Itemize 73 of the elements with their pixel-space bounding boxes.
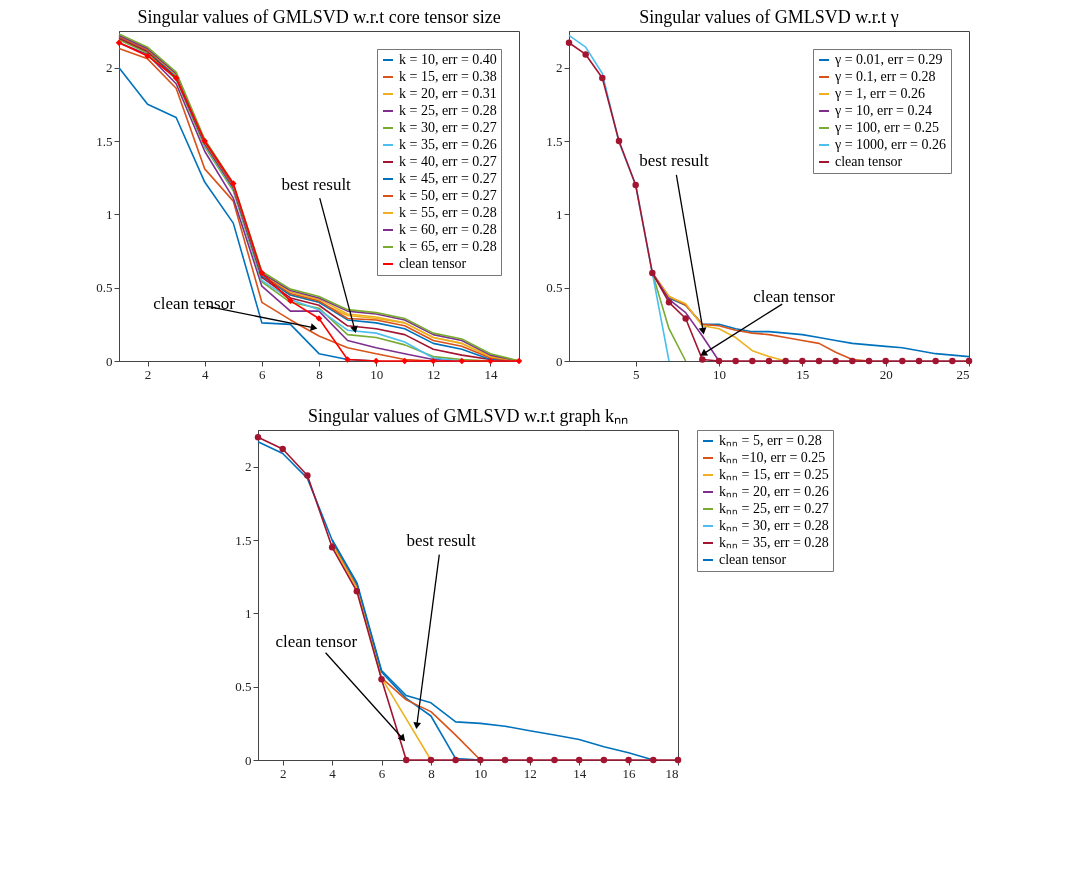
- y-tick-label: 0: [106, 353, 113, 369]
- annotation: best result: [406, 530, 477, 550]
- x-tick-label: 20: [879, 366, 893, 382]
- x-tick-label: 16: [622, 765, 637, 781]
- y-tick-label: 2: [245, 459, 252, 475]
- legend-label: k = 55, err = 0.28: [399, 205, 497, 220]
- x-tick-label: 14: [484, 366, 498, 382]
- legend-label: γ = 1, err = 0.26: [834, 86, 926, 101]
- x-tick-label: 4: [329, 765, 337, 781]
- annotation: clean tensor: [153, 293, 236, 313]
- x-tick-label: 25: [956, 366, 970, 382]
- legend-label: γ = 1000, err = 0.26: [834, 137, 947, 152]
- y-tick-label: 0.5: [96, 280, 113, 296]
- y-tick-label: 0: [245, 752, 252, 768]
- legend-label: k = 25, err = 0.28: [399, 103, 497, 118]
- x-tick-label: 2: [279, 765, 287, 781]
- x-tick-label: 12: [523, 765, 537, 781]
- annotation: clean tensor: [275, 632, 358, 652]
- legend-label: kₙₙ = 20, err = 0.26: [719, 484, 829, 499]
- x-tick-label: 18: [665, 765, 679, 781]
- x-tick-label: 12: [427, 366, 441, 382]
- legend-label: kₙₙ = 25, err = 0.27: [719, 501, 829, 516]
- legend-label: kₙₙ = 5, err = 0.28: [719, 433, 822, 448]
- y-tick-label: 1.5: [546, 133, 563, 149]
- legend-label: kₙₙ =10, err = 0.25: [719, 450, 826, 465]
- x-tick-label: 6: [378, 765, 386, 781]
- legend-label: kₙₙ = 15, err = 0.25: [719, 467, 829, 482]
- x-tick-label: 8: [428, 765, 435, 781]
- legend-label: clean tensor: [835, 154, 903, 169]
- x-tick-label: 8: [316, 366, 323, 382]
- legend-label: γ = 100, err = 0.25: [834, 120, 940, 135]
- y-tick-label: 0.5: [546, 280, 563, 296]
- legend-label: k = 35, err = 0.26: [399, 137, 497, 152]
- legend-label: γ = 0.01, err = 0.29: [834, 52, 943, 67]
- x-tick-label: 14: [573, 765, 587, 781]
- annotation: clean tensor: [753, 286, 836, 306]
- x-tick-label: 10: [370, 366, 384, 382]
- y-tick-label: 2: [556, 60, 563, 76]
- x-tick-label: 5: [632, 366, 640, 382]
- x-tick-label: 2: [144, 366, 152, 382]
- chart-title: Singular values of GMLSVD w.r.t γ: [639, 7, 899, 27]
- y-tick-label: 0: [556, 353, 563, 369]
- y-tick-label: 0.5: [235, 679, 252, 695]
- legend-label: clean tensor: [719, 552, 787, 567]
- legend-label: k = 50, err = 0.27: [399, 188, 497, 203]
- legend-label: k = 60, err = 0.28: [399, 222, 497, 237]
- x-tick-label: 10: [713, 366, 726, 382]
- y-tick-label: 1: [245, 605, 252, 621]
- chart-title: Singular values of GMLSVD w.r.t graph kₙₙ: [308, 405, 628, 426]
- legend-label: k = 20, err = 0.31: [399, 86, 497, 101]
- legend-label: k = 30, err = 0.27: [399, 120, 497, 135]
- y-tick-label: 1: [556, 206, 563, 222]
- x-tick-label: 4: [201, 366, 209, 382]
- y-tick-label: 1.5: [96, 133, 113, 149]
- y-tick-label: 1.5: [235, 532, 252, 548]
- x-tick-label: 10: [474, 765, 488, 781]
- legend-label: γ = 10, err = 0.24: [834, 103, 933, 118]
- legend-label: kₙₙ = 30, err = 0.28: [719, 518, 829, 533]
- legend-label: k = 15, err = 0.38: [399, 69, 497, 84]
- legend-label: k = 10, err = 0.40: [399, 52, 497, 67]
- chart-title: Singular values of GMLSVD w.r.t core tensor size: [137, 7, 501, 27]
- legend-label: k = 40, err = 0.27: [399, 154, 497, 169]
- x-tick-label: 15: [796, 366, 810, 382]
- legend-label: k = 65, err = 0.28: [399, 239, 497, 254]
- legend-label: clean tensor: [399, 256, 467, 271]
- y-tick-label: 1: [106, 206, 113, 222]
- y-tick-label: 2: [106, 60, 113, 76]
- annotation: best result: [281, 174, 352, 194]
- legend-label: k = 45, err = 0.27: [399, 171, 497, 186]
- legend-label: γ = 0.1, err = 0.28: [834, 69, 936, 84]
- legend-label: kₙₙ = 35, err = 0.28: [719, 535, 829, 550]
- x-tick-label: 6: [259, 366, 267, 382]
- annotation: best result: [639, 151, 709, 171]
